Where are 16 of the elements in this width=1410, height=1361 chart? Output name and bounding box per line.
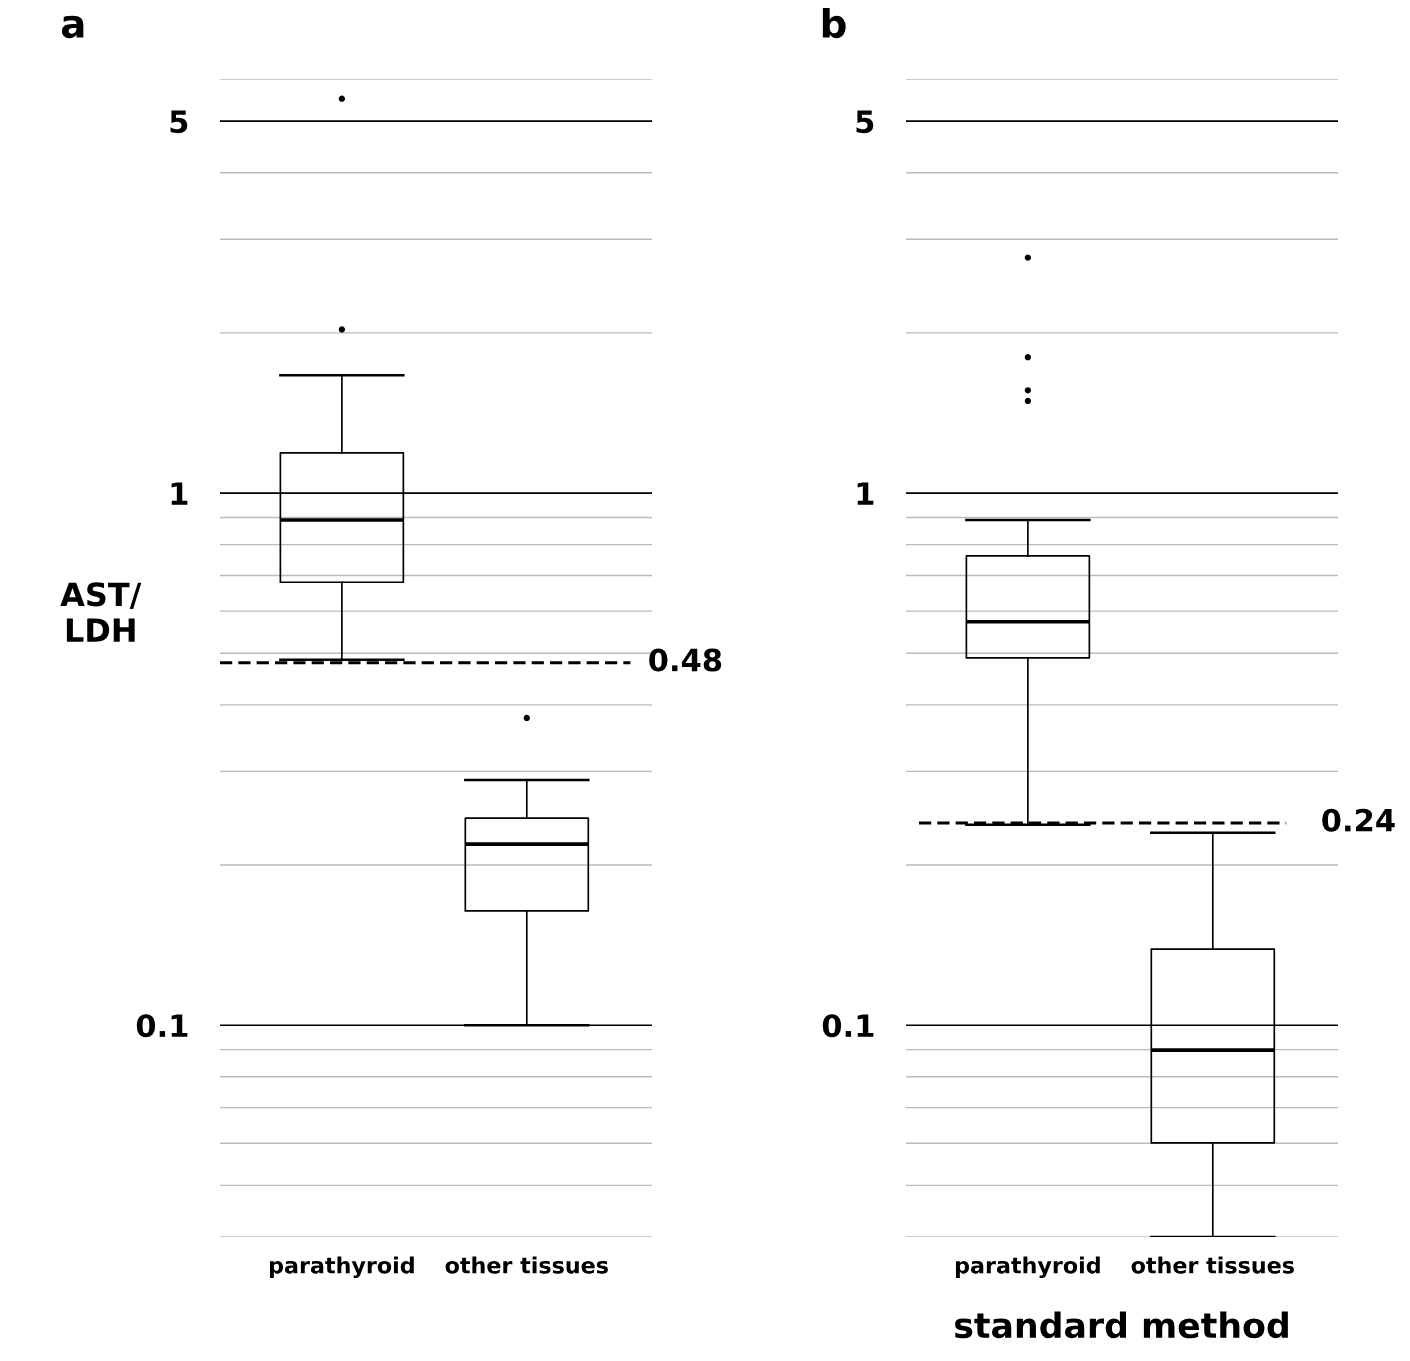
ref-line-label: 0.48 [649,648,722,672]
chart-title: b [822,8,846,39]
x-tick-label: parathyroid [955,1256,1100,1279]
x-axis-title: standard method [955,1311,1288,1339]
y-axis-title: AST/ LDH [60,582,142,642]
y-tick-label: 5 [856,110,874,134]
y-tick-label: 1 [857,482,874,505]
x-tick-label: parathyroid [269,1256,414,1279]
x-tick-label: other tissues [445,1256,608,1274]
y-tick-label: 1 [171,482,188,505]
ref-line-label: 0.24 [1322,808,1395,832]
y-tick-label: 0.1 [822,1014,874,1038]
y-tick-label: 5 [170,110,188,134]
x-tick-label: other tissues [1131,1256,1294,1274]
chart-title: a [61,15,84,39]
y-tick-label: 0.1 [136,1014,188,1038]
